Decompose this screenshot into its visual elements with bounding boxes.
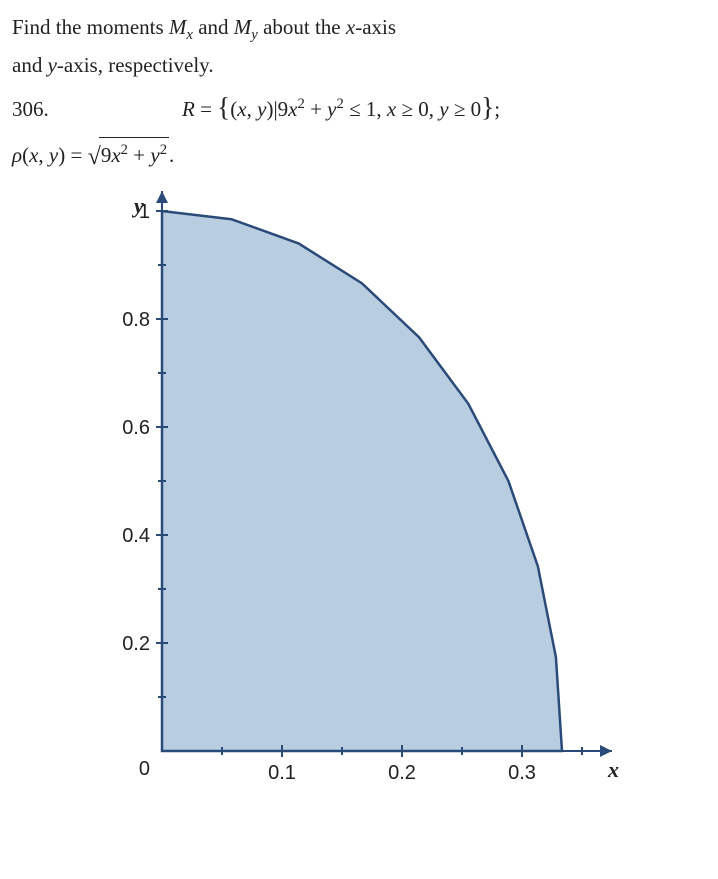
- origin-label: 0: [139, 758, 150, 780]
- rho-comma: ,: [38, 143, 49, 167]
- problem-line: 306. R = {(x, y)|9x2 + y2 ≤ 1, x ≥ 0, y …: [12, 84, 706, 130]
- rho-xsq: 2: [121, 142, 128, 158]
- xsq: 2: [297, 96, 304, 112]
- rho-symbol: ρ: [12, 143, 22, 167]
- lbrace: {: [217, 92, 230, 122]
- x-axis-label: x: [607, 757, 619, 782]
- region-chart: 0.10.20.30.20.40.60.810xy: [102, 181, 706, 791]
- ge0b: ≥ 0: [449, 97, 482, 121]
- intro-line-2: and y-axis, respectively.: [12, 48, 706, 84]
- R-symbol: R: [182, 97, 195, 121]
- ge0a: ≥ 0,: [396, 97, 439, 121]
- problem-number: 306.: [12, 92, 72, 128]
- Mx-M: M: [169, 15, 187, 39]
- intro-xaxis: -axis: [355, 15, 396, 39]
- y-tick-label: 0.6: [122, 417, 150, 439]
- ysq: 2: [337, 96, 344, 112]
- My-symbol: My: [234, 15, 258, 39]
- y-axis-arrow-icon: [156, 191, 168, 203]
- intro-text: Find the moments: [12, 15, 169, 39]
- sqrt-body: 9x2 + y2: [99, 137, 169, 174]
- semicolon: ;: [494, 97, 500, 121]
- shaded-region: [162, 211, 562, 751]
- y-axis-label: y: [131, 193, 144, 218]
- y-axis-var: y: [48, 53, 57, 77]
- comma1: ,: [247, 97, 258, 121]
- x3: x: [387, 97, 396, 121]
- y-tick-label: 0.2: [122, 633, 150, 655]
- x1: x: [237, 97, 246, 121]
- intro-about: about the: [258, 15, 346, 39]
- intro-line-1: Find the moments Mx and My about the x-a…: [12, 10, 706, 48]
- coef-9: 9: [278, 97, 289, 121]
- rho-ysq: 2: [160, 142, 167, 158]
- x-axis-var: x: [346, 15, 355, 39]
- y-tick-label: 0.8: [122, 309, 150, 331]
- region-definition: R = {(x, y)|9x2 + y2 ≤ 1, x ≥ 0, y ≥ 0};: [182, 84, 500, 130]
- x-tick-label: 0.1: [268, 762, 296, 784]
- My-M: M: [234, 15, 252, 39]
- chart-svg: 0.10.20.30.20.40.60.810xy: [102, 181, 622, 791]
- density-line: ρ(x, y) = √9x2 + y2.: [12, 134, 706, 175]
- rho-plus: +: [128, 143, 150, 167]
- rho-y: y: [49, 143, 58, 167]
- le1: ≤ 1,: [344, 97, 387, 121]
- sqrt-expression: √9x2 + y2: [88, 134, 169, 175]
- plus1: +: [305, 97, 327, 121]
- radical-icon: √: [88, 136, 101, 177]
- intro-and: and: [193, 15, 234, 39]
- y3: y: [439, 97, 448, 121]
- rbrace: }: [481, 92, 494, 122]
- rho-x2: x: [111, 143, 120, 167]
- intro-yaxis: -axis, respectively.: [57, 53, 214, 77]
- x-tick-label: 0.3: [508, 762, 536, 784]
- rho-9: 9: [101, 143, 112, 167]
- intro-and2: and: [12, 53, 48, 77]
- rho-period: .: [169, 143, 174, 167]
- rho-close-eq: ) =: [58, 143, 87, 167]
- x-axis-arrow-icon: [600, 745, 612, 757]
- y2: y: [327, 97, 336, 121]
- y-tick-label: 0.4: [122, 525, 150, 547]
- Mx-symbol: Mx: [169, 15, 193, 39]
- eq-sign: =: [195, 97, 217, 121]
- x-tick-label: 0.2: [388, 762, 416, 784]
- rho-y2: y: [150, 143, 159, 167]
